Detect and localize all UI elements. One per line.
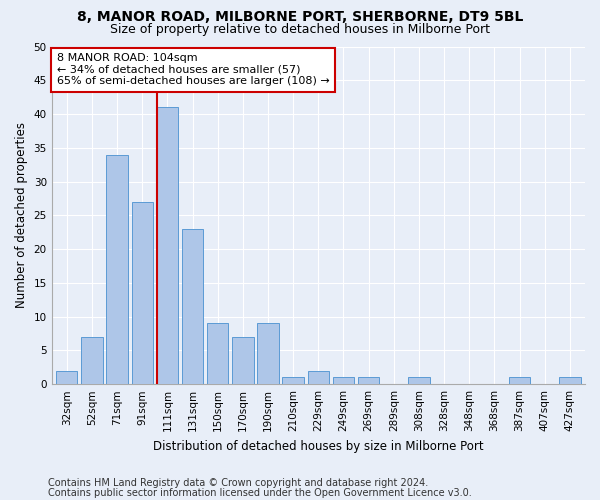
Text: Contains public sector information licensed under the Open Government Licence v3: Contains public sector information licen… [48,488,472,498]
Bar [207,324,229,384]
Y-axis label: Number of detached properties: Number of detached properties [15,122,28,308]
Bar [81,337,103,384]
Bar [131,202,153,384]
Bar [257,324,279,384]
Bar [106,154,128,384]
Bar [358,378,379,384]
Bar [157,108,178,384]
Bar [509,378,530,384]
Bar [408,378,430,384]
Bar [56,370,77,384]
X-axis label: Distribution of detached houses by size in Milborne Port: Distribution of detached houses by size … [153,440,484,452]
Text: Size of property relative to detached houses in Milborne Port: Size of property relative to detached ho… [110,22,490,36]
Bar [308,370,329,384]
Text: 8, MANOR ROAD, MILBORNE PORT, SHERBORNE, DT9 5BL: 8, MANOR ROAD, MILBORNE PORT, SHERBORNE,… [77,10,523,24]
Bar [182,229,203,384]
Bar [283,378,304,384]
Text: Contains HM Land Registry data © Crown copyright and database right 2024.: Contains HM Land Registry data © Crown c… [48,478,428,488]
Bar [559,378,581,384]
Bar [232,337,254,384]
Bar [333,378,354,384]
Text: 8 MANOR ROAD: 104sqm
← 34% of detached houses are smaller (57)
65% of semi-detac: 8 MANOR ROAD: 104sqm ← 34% of detached h… [57,54,330,86]
